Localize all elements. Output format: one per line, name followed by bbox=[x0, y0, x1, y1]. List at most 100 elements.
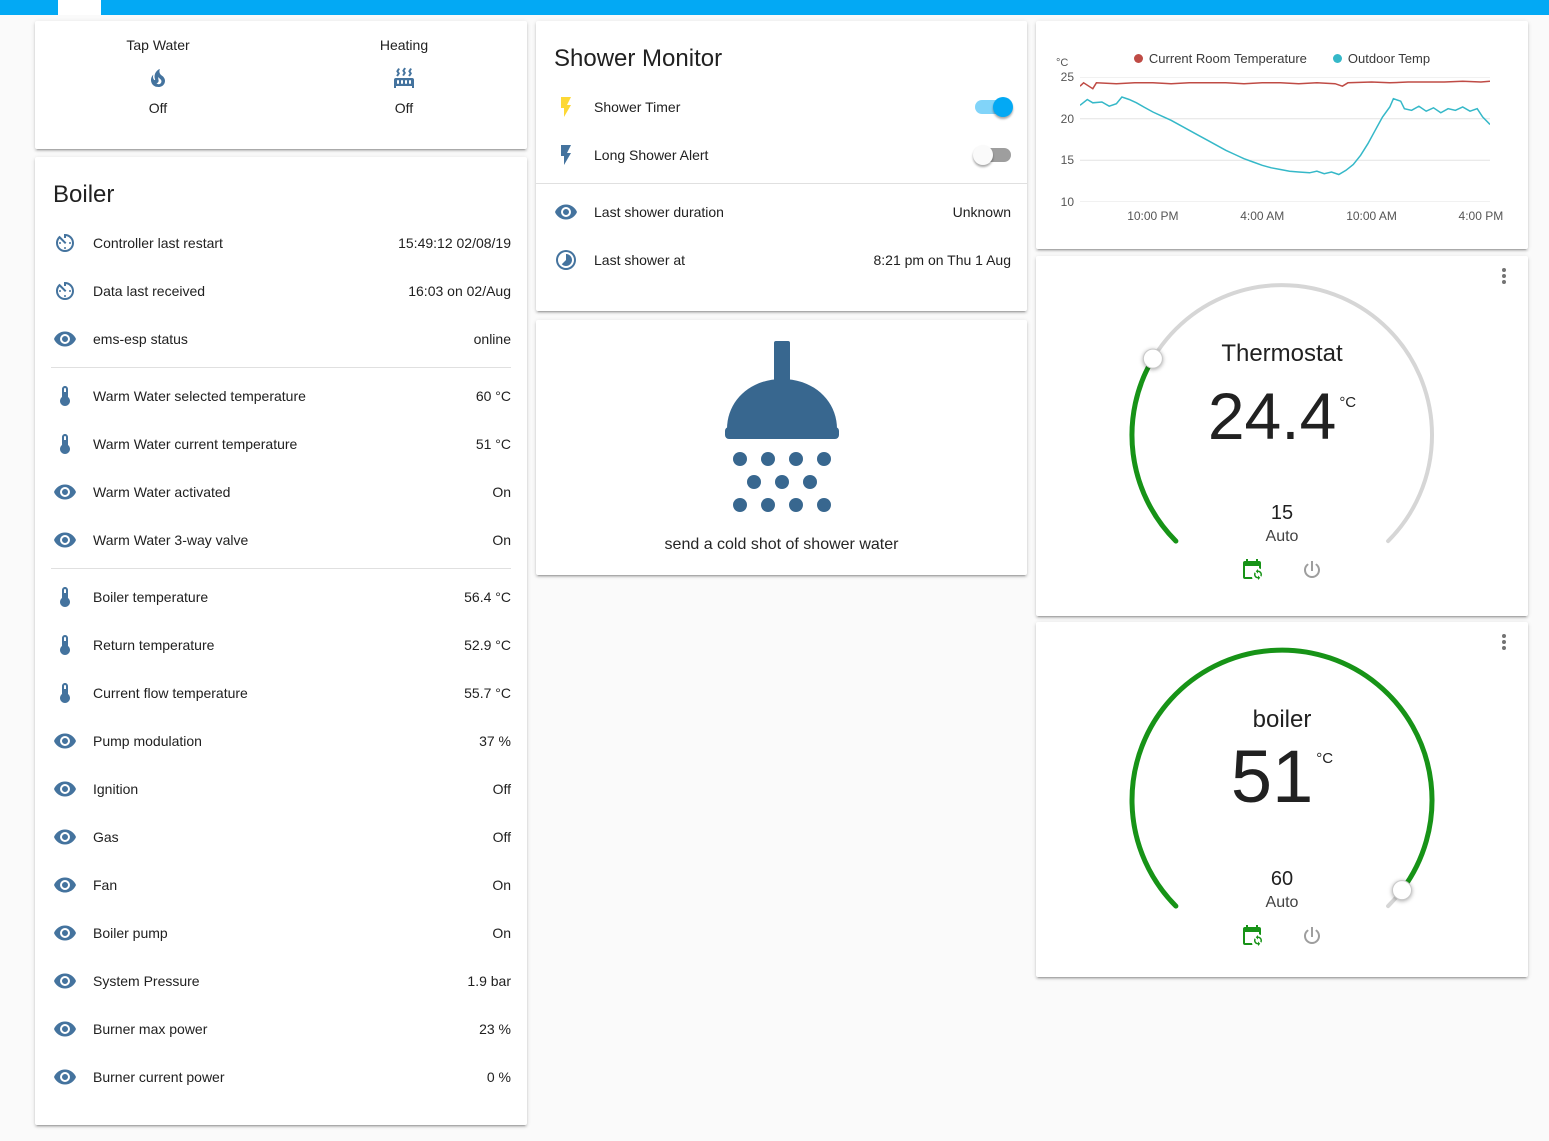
entity-label: Burner current power bbox=[93, 1069, 225, 1085]
entity-label: Warm Water 3-way valve bbox=[93, 532, 249, 548]
legend-dot bbox=[1332, 54, 1342, 63]
x-tick-label: 4:00 PM bbox=[1458, 209, 1504, 223]
entity-label: Data last received bbox=[93, 283, 206, 299]
history-graph-plot bbox=[1079, 76, 1491, 203]
switch-label: Long Shower Alert bbox=[594, 147, 709, 163]
power-icon[interactable] bbox=[1300, 924, 1324, 948]
shower-monitor-card: Shower Monitor Shower Timer Long Shower A… bbox=[536, 21, 1027, 311]
thermostat-unit-text: °C bbox=[1339, 394, 1357, 411]
eye-icon bbox=[53, 1017, 77, 1041]
av-timer-icon bbox=[53, 231, 77, 255]
entity-value: 37 % bbox=[479, 733, 511, 749]
eye-icon bbox=[53, 528, 77, 552]
entity-value: 23 % bbox=[479, 1021, 511, 1037]
eye-icon bbox=[53, 921, 77, 945]
eye-icon bbox=[53, 729, 77, 753]
thermostat-mode: Auto bbox=[1265, 528, 1299, 545]
app-header-bar bbox=[0, 0, 1549, 15]
entity-row[interactable]: Boiler temperature 56.4 °C bbox=[35, 573, 527, 621]
toggle-knob bbox=[973, 145, 993, 165]
entity-value: Off bbox=[492, 781, 511, 797]
timelapse-icon bbox=[554, 248, 578, 272]
boiler-unit-text: °C bbox=[1316, 750, 1334, 767]
thermostat-setpoint: 15 bbox=[1270, 502, 1294, 524]
entity-value: 1.9 bar bbox=[467, 973, 511, 989]
entity-label: Boiler temperature bbox=[93, 589, 209, 605]
entity-row[interactable]: ems-esp status online bbox=[35, 315, 527, 363]
entity-row[interactable]: Current flow temperature 55.7 °C bbox=[35, 669, 527, 717]
calendar-sync-icon[interactable] bbox=[1240, 924, 1264, 948]
eye-icon bbox=[53, 327, 77, 351]
power-icon[interactable] bbox=[1300, 558, 1324, 582]
entity-row[interactable]: Fan On bbox=[35, 861, 527, 909]
y-tick-label: 10 bbox=[1060, 195, 1074, 209]
entity-value: 60 °C bbox=[475, 388, 511, 404]
entity-row[interactable]: Burner max power 23 % bbox=[35, 1005, 527, 1053]
entity-row[interactable]: Warm Water current temperature 51 °C bbox=[35, 420, 527, 468]
entity-row[interactable]: Pump modulation 37 % bbox=[35, 717, 527, 765]
entity-label: Controller last restart bbox=[93, 235, 223, 251]
legend-item: Outdoor Temp bbox=[1332, 51, 1430, 66]
entity-row[interactable]: Data last received 16:03 on 02/Aug bbox=[35, 267, 527, 315]
divider bbox=[51, 568, 511, 569]
entity-label: Last shower duration bbox=[594, 204, 724, 220]
glance-entity[interactable]: Heating Off bbox=[281, 21, 527, 149]
entity-row[interactable]: Controller last restart 15:49:12 02/08/19 bbox=[35, 219, 527, 267]
glance-card: Tap Water Off Heating Off bbox=[35, 21, 527, 149]
entity-value: Off bbox=[492, 829, 511, 845]
boiler-setpoint: 60 bbox=[1270, 868, 1294, 890]
boiler-mode-buttons bbox=[1036, 924, 1528, 948]
entity-label: Current flow temperature bbox=[93, 685, 248, 701]
slider-handle[interactable] bbox=[1142, 348, 1163, 369]
flash-icon bbox=[554, 143, 578, 167]
thermometer-icon bbox=[53, 384, 77, 408]
entity-value: On bbox=[492, 532, 511, 548]
eye-icon bbox=[53, 969, 77, 993]
entity-row[interactable]: Last shower at 8:21 pm on Thu 1 Aug bbox=[536, 236, 1027, 284]
entity-value: 0 % bbox=[486, 1069, 511, 1085]
toggle-switch[interactable] bbox=[975, 97, 1013, 117]
switch-row: Shower Timer bbox=[536, 83, 1027, 131]
entity-value: On bbox=[492, 877, 511, 893]
y-tick-label: 20 bbox=[1060, 111, 1074, 126]
entity-label: Boiler pump bbox=[93, 925, 168, 941]
glance-entity-state: Off bbox=[394, 100, 414, 116]
entity-row[interactable]: Warm Water 3-way valve On bbox=[35, 516, 527, 564]
entity-row[interactable]: Last shower duration Unknown bbox=[536, 188, 1027, 236]
more-options-icon[interactable] bbox=[1492, 630, 1516, 654]
slider-handle[interactable] bbox=[1392, 880, 1412, 901]
eye-icon bbox=[53, 873, 77, 897]
more-options-icon[interactable] bbox=[1492, 264, 1516, 288]
shower-picture-card[interactable]: send a cold shot of shower water bbox=[536, 320, 1027, 575]
calendar-sync-icon[interactable] bbox=[1240, 558, 1264, 582]
thermometer-icon bbox=[53, 585, 77, 609]
entity-row[interactable]: Burner current power 0 % bbox=[35, 1053, 527, 1101]
glance-entity[interactable]: Tap Water Off bbox=[35, 21, 281, 149]
entity-label: Return temperature bbox=[93, 637, 215, 653]
entity-row[interactable]: Gas Off bbox=[35, 813, 527, 861]
entity-label: Pump modulation bbox=[93, 733, 202, 749]
entity-row[interactable]: Boiler pump On bbox=[35, 909, 527, 957]
entity-row[interactable]: Warm Water selected temperature 60 °C bbox=[35, 372, 527, 420]
entity-row[interactable]: Warm Water activated On bbox=[35, 468, 527, 516]
switch-row: Long Shower Alert bbox=[536, 131, 1027, 179]
boiler-round-slider[interactable] bbox=[1112, 630, 1452, 970]
entity-row[interactable]: Return temperature 52.9 °C bbox=[35, 621, 527, 669]
eye-icon bbox=[53, 1065, 77, 1089]
eye-icon bbox=[53, 825, 77, 849]
entity-label: System Pressure bbox=[93, 973, 200, 989]
active-tab-indicator[interactable] bbox=[58, 0, 101, 15]
toggle-knob bbox=[993, 97, 1013, 117]
entity-label: Ignition bbox=[93, 781, 139, 797]
entity-row[interactable]: System Pressure 1.9 bar bbox=[35, 957, 527, 1005]
entity-value: 51 °C bbox=[475, 436, 511, 452]
boiler-value-text: 51 bbox=[1230, 735, 1314, 818]
entity-row[interactable]: Ignition Off bbox=[35, 765, 527, 813]
toggle-switch[interactable] bbox=[973, 145, 1011, 165]
thermostat-round-slider[interactable] bbox=[1112, 265, 1452, 605]
switch-label: Shower Timer bbox=[594, 99, 681, 115]
entity-value: 55.7 °C bbox=[464, 685, 511, 701]
boiler-entity-list: Controller last restart 15:49:12 02/08/19… bbox=[35, 219, 527, 1101]
entity-label: Warm Water activated bbox=[93, 484, 231, 500]
entity-label: Burner max power bbox=[93, 1021, 208, 1037]
